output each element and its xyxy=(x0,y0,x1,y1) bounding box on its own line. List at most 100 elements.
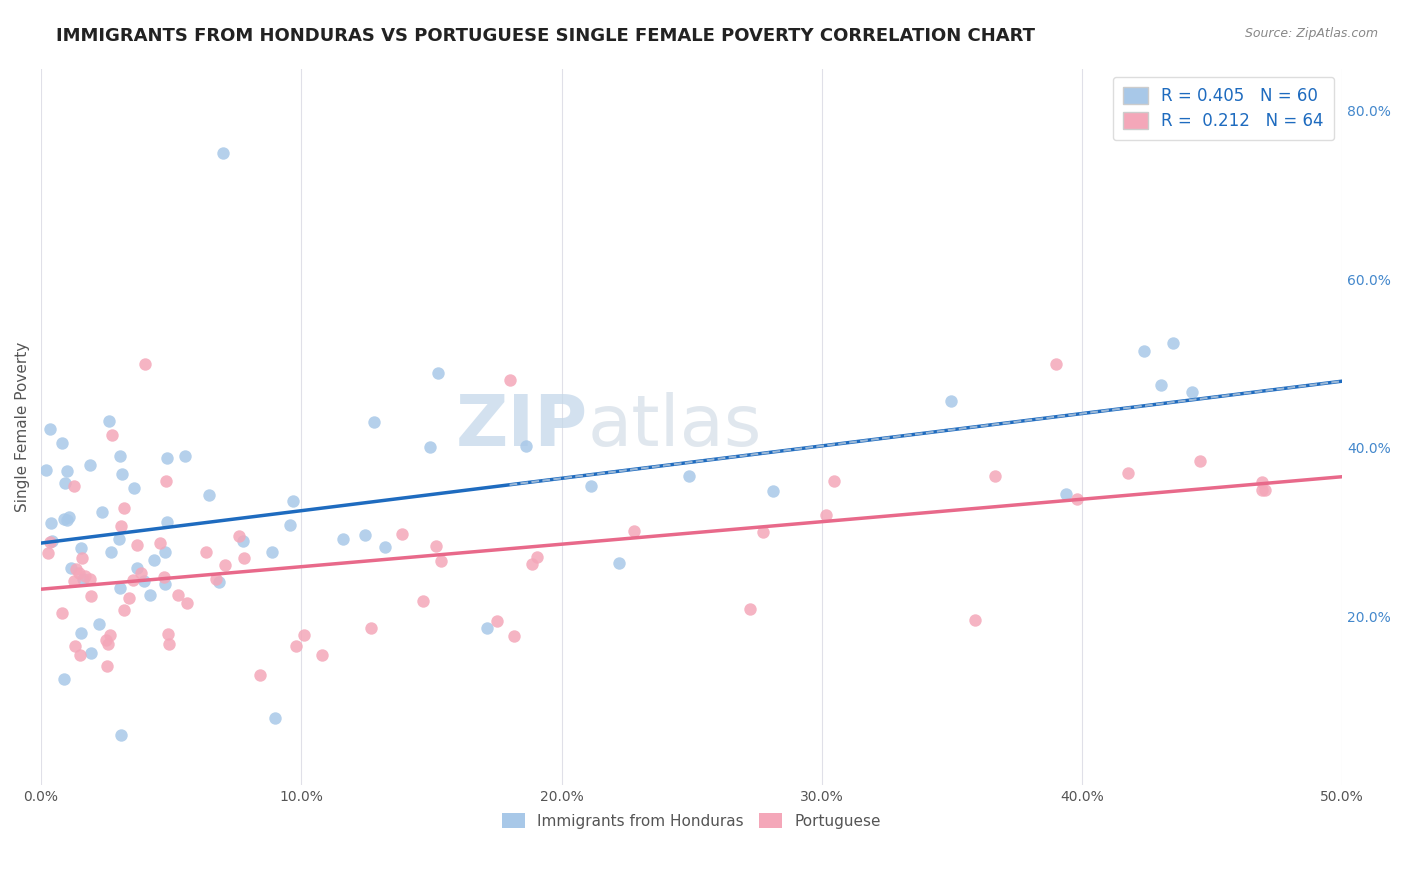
Point xyxy=(332,533,354,547)
Point xyxy=(623,524,645,538)
Point xyxy=(122,573,145,587)
Point xyxy=(122,481,145,495)
Point xyxy=(425,539,447,553)
Point xyxy=(285,640,308,654)
Point xyxy=(112,501,135,516)
Point xyxy=(212,145,235,160)
Point xyxy=(249,668,271,682)
Point xyxy=(55,475,77,490)
Point xyxy=(139,588,162,602)
Point xyxy=(1188,453,1211,467)
Point xyxy=(166,588,188,602)
Point xyxy=(63,478,86,492)
Point xyxy=(155,475,177,489)
Point xyxy=(363,415,385,429)
Point xyxy=(1118,466,1140,480)
Point xyxy=(79,458,101,472)
Point xyxy=(740,602,762,616)
Point xyxy=(233,551,256,566)
Point xyxy=(98,628,121,642)
Point xyxy=(391,527,413,541)
Point xyxy=(125,561,148,575)
Point xyxy=(100,545,122,559)
Point xyxy=(228,529,250,543)
Point xyxy=(70,541,93,555)
Point xyxy=(1054,487,1077,501)
Text: IMMIGRANTS FROM HONDURAS VS PORTUGUESE SINGLE FEMALE POVERTY CORRELATION CHART: IMMIGRANTS FROM HONDURAS VS PORTUGUESE S… xyxy=(56,27,1035,45)
Point xyxy=(65,562,87,576)
Point xyxy=(353,527,375,541)
Point xyxy=(79,572,101,586)
Point xyxy=(1066,492,1088,507)
Point xyxy=(1161,336,1184,351)
Point xyxy=(173,450,195,464)
Point xyxy=(153,576,176,591)
Point xyxy=(157,637,180,651)
Point xyxy=(69,648,91,662)
Point xyxy=(281,494,304,508)
Text: atlas: atlas xyxy=(588,392,762,461)
Point xyxy=(111,467,134,482)
Point xyxy=(208,574,231,589)
Point xyxy=(67,566,90,580)
Point xyxy=(1045,357,1067,371)
Point xyxy=(360,621,382,635)
Point xyxy=(1251,483,1274,498)
Point xyxy=(90,505,112,519)
Point xyxy=(110,581,132,595)
Point xyxy=(678,469,700,483)
Point xyxy=(526,550,548,565)
Point xyxy=(80,646,103,660)
Text: Source: ZipAtlas.com: Source: ZipAtlas.com xyxy=(1244,27,1378,40)
Point xyxy=(72,572,94,586)
Point xyxy=(52,512,75,526)
Point xyxy=(214,558,236,572)
Point xyxy=(39,535,62,549)
Point xyxy=(1253,483,1275,497)
Point xyxy=(96,658,118,673)
Point xyxy=(110,519,132,533)
Point xyxy=(70,551,93,566)
Point xyxy=(278,518,301,533)
Point xyxy=(156,450,179,465)
Point xyxy=(134,357,156,371)
Point xyxy=(59,560,82,574)
Point xyxy=(153,545,176,559)
Point xyxy=(427,366,450,380)
Point xyxy=(579,479,602,493)
Point xyxy=(965,614,987,628)
Point xyxy=(52,672,75,686)
Point xyxy=(108,532,131,546)
Point xyxy=(148,536,170,550)
Point xyxy=(101,427,124,442)
Point xyxy=(51,435,73,450)
Point xyxy=(262,545,284,559)
Point xyxy=(1132,343,1154,358)
Point xyxy=(752,524,775,539)
Point xyxy=(292,628,315,642)
Point xyxy=(984,468,1007,483)
Point xyxy=(110,728,132,742)
Point xyxy=(114,603,136,617)
Point xyxy=(98,414,121,428)
Point xyxy=(41,533,63,548)
Point xyxy=(87,616,110,631)
Point xyxy=(515,438,537,452)
Point xyxy=(37,546,59,560)
Point xyxy=(264,711,287,725)
Point xyxy=(1251,475,1274,489)
Point xyxy=(132,574,155,589)
Point xyxy=(108,449,131,463)
Point xyxy=(94,632,117,647)
Point xyxy=(412,594,434,608)
Point xyxy=(823,474,845,488)
Point xyxy=(97,637,120,651)
Point xyxy=(125,538,148,552)
Point xyxy=(156,515,179,529)
Point xyxy=(311,648,333,662)
Point xyxy=(51,606,73,620)
Point xyxy=(63,639,86,653)
Point xyxy=(118,591,141,606)
Point xyxy=(73,569,96,583)
Point xyxy=(129,566,152,580)
